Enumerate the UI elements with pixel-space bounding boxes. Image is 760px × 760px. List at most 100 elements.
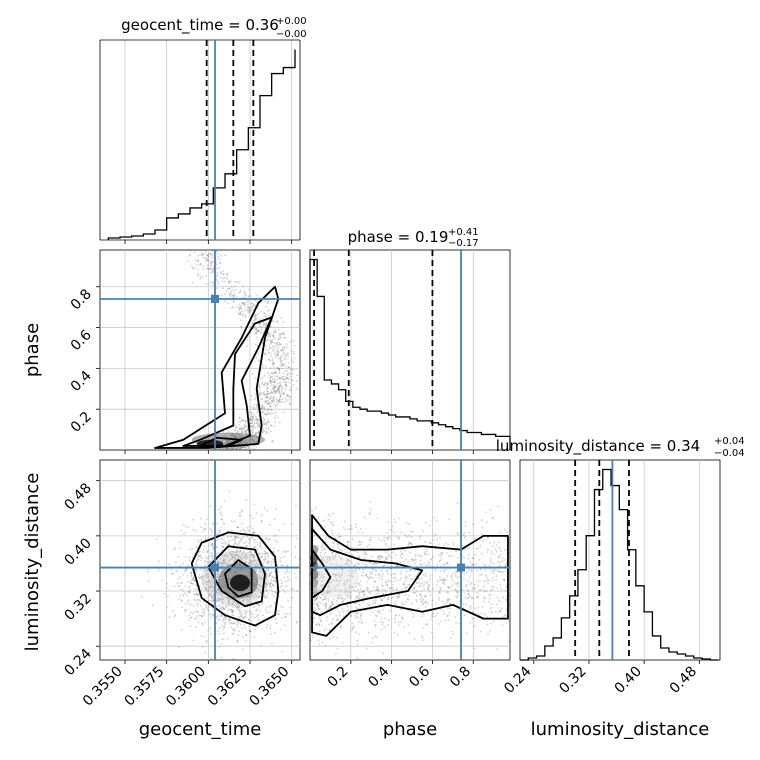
sample-point [251, 429, 254, 431]
sample-point [343, 520, 346, 523]
sample-point [330, 529, 333, 532]
x-tick-label: 0.48 [667, 664, 700, 697]
sample-point [246, 529, 249, 532]
sample-point [261, 376, 264, 379]
sample-point [266, 310, 269, 313]
sample-point [254, 332, 257, 335]
sample-point [161, 579, 163, 582]
sample-point [295, 387, 298, 390]
sample-point [286, 568, 288, 571]
sample-point [407, 595, 410, 597]
sample-point [271, 378, 274, 381]
sample-point [259, 570, 262, 573]
sample-point [205, 574, 208, 577]
sample-point [304, 594, 306, 596]
sample-point [222, 448, 225, 450]
sample-point [243, 427, 246, 429]
sample-point [269, 392, 272, 394]
sample-point [449, 608, 452, 610]
sample-point [192, 576, 195, 578]
sample-point [284, 400, 287, 403]
sample-point [227, 543, 230, 546]
sample-point [376, 586, 379, 589]
sample-point [212, 613, 215, 616]
sample-point [424, 594, 427, 597]
sample-point [327, 518, 330, 521]
sample-point [278, 529, 281, 532]
sample-point [369, 561, 372, 564]
sample-point [229, 558, 232, 561]
sample-point [193, 251, 196, 254]
sample-point [363, 550, 366, 553]
sample-point [429, 618, 432, 620]
sample-point [198, 568, 201, 571]
sample-point [262, 420, 264, 423]
sample-point [220, 561, 223, 564]
sample-point [242, 446, 245, 449]
sample-point [384, 589, 387, 592]
sample-point [318, 596, 321, 599]
sample-point [446, 575, 449, 577]
sample-point [242, 446, 245, 449]
sample-point [479, 545, 482, 547]
sample-point [491, 611, 494, 614]
sample-point [286, 579, 289, 582]
sample-point [194, 259, 197, 262]
sample-point [221, 595, 224, 598]
sample-point [219, 261, 222, 264]
sample-point [223, 499, 226, 502]
sample-point [270, 633, 272, 636]
sample-point [226, 612, 229, 615]
sample-point [255, 314, 258, 317]
sample-point [278, 388, 280, 391]
sample-point [383, 596, 386, 599]
sample-point [238, 303, 241, 306]
sample-point [350, 572, 352, 574]
sample-point [195, 561, 198, 563]
sample-point [223, 559, 226, 562]
sample-point [395, 613, 397, 616]
sample-point [181, 523, 184, 526]
sample-point [293, 357, 296, 359]
sample-point [240, 538, 242, 541]
sample-point [189, 603, 192, 606]
sample-point [236, 526, 239, 529]
sample-point [233, 250, 236, 252]
sample-point [276, 375, 279, 378]
sample-point [196, 559, 199, 561]
sample-point [265, 432, 267, 434]
sample-point [401, 557, 403, 559]
sample-point [208, 580, 211, 583]
sample-point [500, 550, 502, 553]
sample-point [475, 563, 477, 566]
sample-point [485, 574, 487, 577]
sample-point [267, 349, 270, 351]
sample-point [379, 554, 381, 557]
sample-point [212, 544, 214, 547]
sample-point [239, 549, 242, 552]
sample-point [465, 632, 468, 635]
sample-point [361, 571, 364, 574]
sample-point [249, 610, 252, 613]
sample-point [394, 621, 396, 624]
sample-point [209, 586, 212, 588]
sample-point [244, 449, 247, 450]
panel-title: geocent_time = 0.36 [121, 16, 279, 35]
sample-point [385, 581, 388, 584]
sample-point [267, 413, 270, 416]
panel-luminosity-distance-vs-phase [309, 459, 511, 661]
sample-point [272, 580, 275, 582]
sample-point [271, 399, 274, 402]
sample-point [221, 449, 223, 450]
sample-point [250, 302, 253, 305]
sample-point [341, 574, 343, 577]
sample-point [173, 548, 176, 551]
sample-point [279, 560, 282, 563]
sample-point [200, 517, 202, 520]
sample-point [195, 617, 198, 620]
sample-point [206, 264, 209, 267]
sample-point [258, 319, 261, 321]
sample-point [199, 605, 202, 608]
sample-point [347, 574, 349, 577]
sample-point [313, 534, 316, 537]
